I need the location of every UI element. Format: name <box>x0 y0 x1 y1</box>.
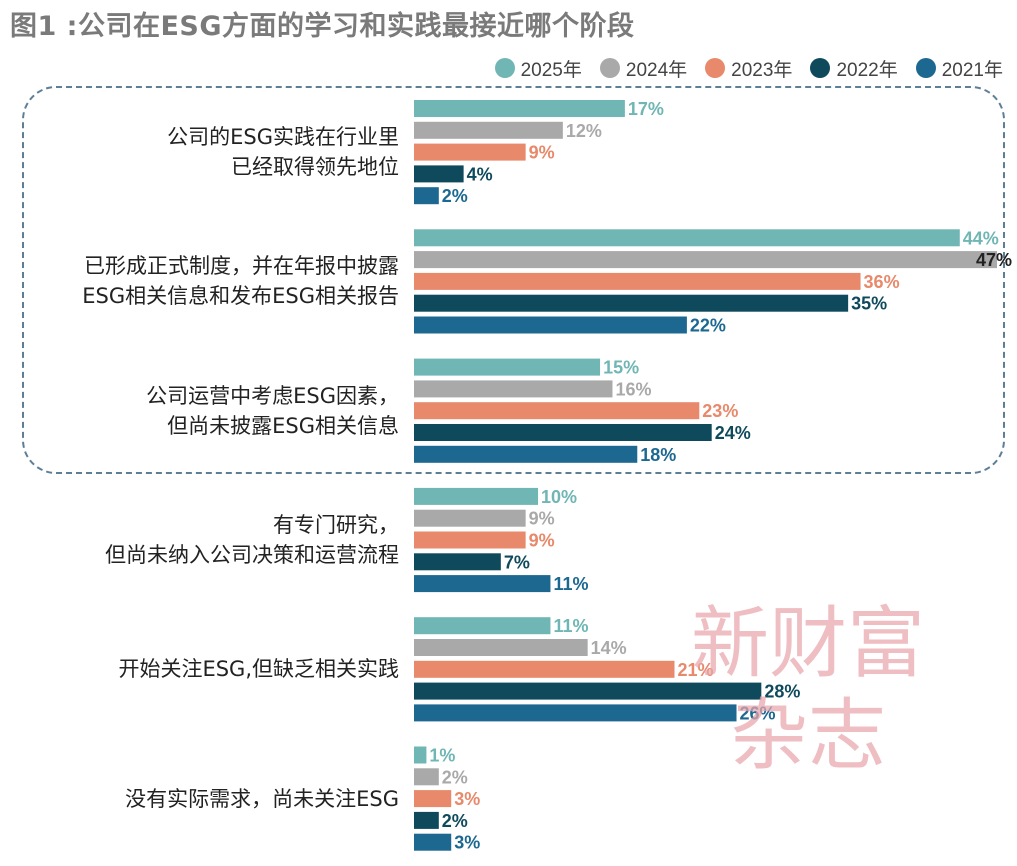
data-label: 3% <box>454 833 480 853</box>
data-label: 9% <box>529 143 555 163</box>
data-label: 35% <box>851 294 887 314</box>
category-label: 已形成正式制度，并在年报中披露 ESG相关信息和发布ESG相关报告 <box>19 251 399 311</box>
bar <box>414 187 439 205</box>
bar <box>414 402 700 420</box>
bar <box>414 100 625 117</box>
legend-item: 2021年 <box>915 55 1003 82</box>
data-label: 22% <box>690 316 726 336</box>
bar <box>414 229 960 247</box>
data-label: 9% <box>529 531 555 551</box>
bar <box>414 704 737 722</box>
data-label: 2% <box>442 811 468 831</box>
bar <box>414 639 588 656</box>
bar <box>414 121 563 139</box>
data-label: 23% <box>702 401 738 421</box>
data-label: 16% <box>615 379 651 399</box>
category-label-line: 但尚未纳入公司决策和运营流程 <box>105 543 399 567</box>
category-label-line: 已形成正式制度，并在年报中披露 <box>84 254 399 279</box>
data-label: 44% <box>963 228 999 248</box>
data-label: 1% <box>429 746 455 766</box>
legend-item: 2025年 <box>494 55 582 82</box>
bar <box>414 165 464 183</box>
category-label-line: 有专门研究， <box>273 513 399 537</box>
highlight-frame <box>22 86 1005 474</box>
legend-item: 2024年 <box>599 55 688 82</box>
bar <box>414 575 551 593</box>
data-label: 36% <box>864 272 900 292</box>
category-label: 没有实际需求，尚未关注ESG <box>19 784 399 814</box>
category-label-line: 公司的ESG实践在行业里 <box>167 125 399 150</box>
data-label: 4% <box>467 164 493 184</box>
bar <box>414 272 861 290</box>
bar <box>414 531 526 549</box>
data-label: 3% <box>454 789 480 809</box>
data-label: 21% <box>677 660 713 680</box>
category-label: 公司运营中考虑ESG因素， 但尚未披露ESG相关信息 <box>19 381 399 441</box>
legend-label: 2023年 <box>731 59 793 81</box>
legend-label: 2021年 <box>941 59 1003 81</box>
bar <box>414 768 439 786</box>
bar <box>414 316 687 334</box>
legend: 2025年 2024年 2023年 2022年 2021年 <box>494 55 1003 82</box>
data-label: 14% <box>591 638 627 658</box>
legend-item: 2022年 <box>810 55 898 82</box>
data-label: 17% <box>628 99 664 119</box>
bar <box>414 833 452 851</box>
data-label: 2% <box>442 186 468 206</box>
bar <box>414 445 638 463</box>
bar <box>414 424 712 441</box>
data-label: 11% <box>553 574 588 594</box>
bar <box>414 380 613 398</box>
bar <box>414 143 526 161</box>
bar <box>414 509 526 527</box>
category-label-line: 已经取得领先地位 <box>231 155 399 180</box>
bar <box>414 553 501 571</box>
data-label: 10% <box>541 487 577 507</box>
category-label: 开始关注ESG,但缺乏相关实践 <box>19 654 399 684</box>
category-label: 有专门研究， 但尚未纳入公司决策和运营流程 <box>19 510 399 570</box>
bar <box>414 682 762 700</box>
bar <box>414 617 551 635</box>
category-label-line: 但尚未披露ESG相关信息 <box>167 413 399 438</box>
category-label-line: ESG相关信息和发布ESG相关报告 <box>82 284 399 309</box>
data-label: 2% <box>442 767 468 787</box>
legend-label: 2025年 <box>520 59 582 81</box>
data-label: 18% <box>640 445 676 465</box>
category-label-line: 公司运营中考虑ESG因素， <box>146 383 399 408</box>
data-label: 7% <box>504 552 530 572</box>
category-label-line: 开始关注ESG,但缺乏相关实践 <box>118 657 399 682</box>
data-label: 9% <box>529 509 555 529</box>
data-label: 24% <box>715 423 751 443</box>
bar <box>414 790 452 808</box>
legend-swatch <box>810 58 831 78</box>
chart-title: 图1 :公司在ESG方面的学习和实践最接近哪个阶段 <box>10 11 635 42</box>
data-label: 26% <box>740 703 776 723</box>
bar <box>414 294 849 312</box>
legend-label: 2024年 <box>625 59 688 81</box>
bar <box>414 811 439 829</box>
data-label: 12% <box>566 121 602 141</box>
legend-item: 2023年 <box>705 55 792 82</box>
legend-swatch <box>915 58 936 78</box>
data-label: 15% <box>603 358 639 378</box>
data-label: 11% <box>553 616 588 636</box>
data-label: 47% <box>976 250 1012 270</box>
bar <box>414 660 675 678</box>
legend-swatch <box>494 58 515 78</box>
legend-label: 2022年 <box>836 59 898 81</box>
data-label: 28% <box>764 682 800 702</box>
bar <box>414 251 997 269</box>
bar <box>414 746 427 764</box>
category-label: 公司的ESG实践在行业里已经取得领先地位 <box>19 122 399 182</box>
category-label-line: 没有实际需求，尚未关注ESG <box>125 786 399 811</box>
legend-swatch <box>705 58 726 78</box>
legend-swatch <box>599 58 620 78</box>
bar <box>414 358 601 376</box>
bar <box>414 487 539 505</box>
